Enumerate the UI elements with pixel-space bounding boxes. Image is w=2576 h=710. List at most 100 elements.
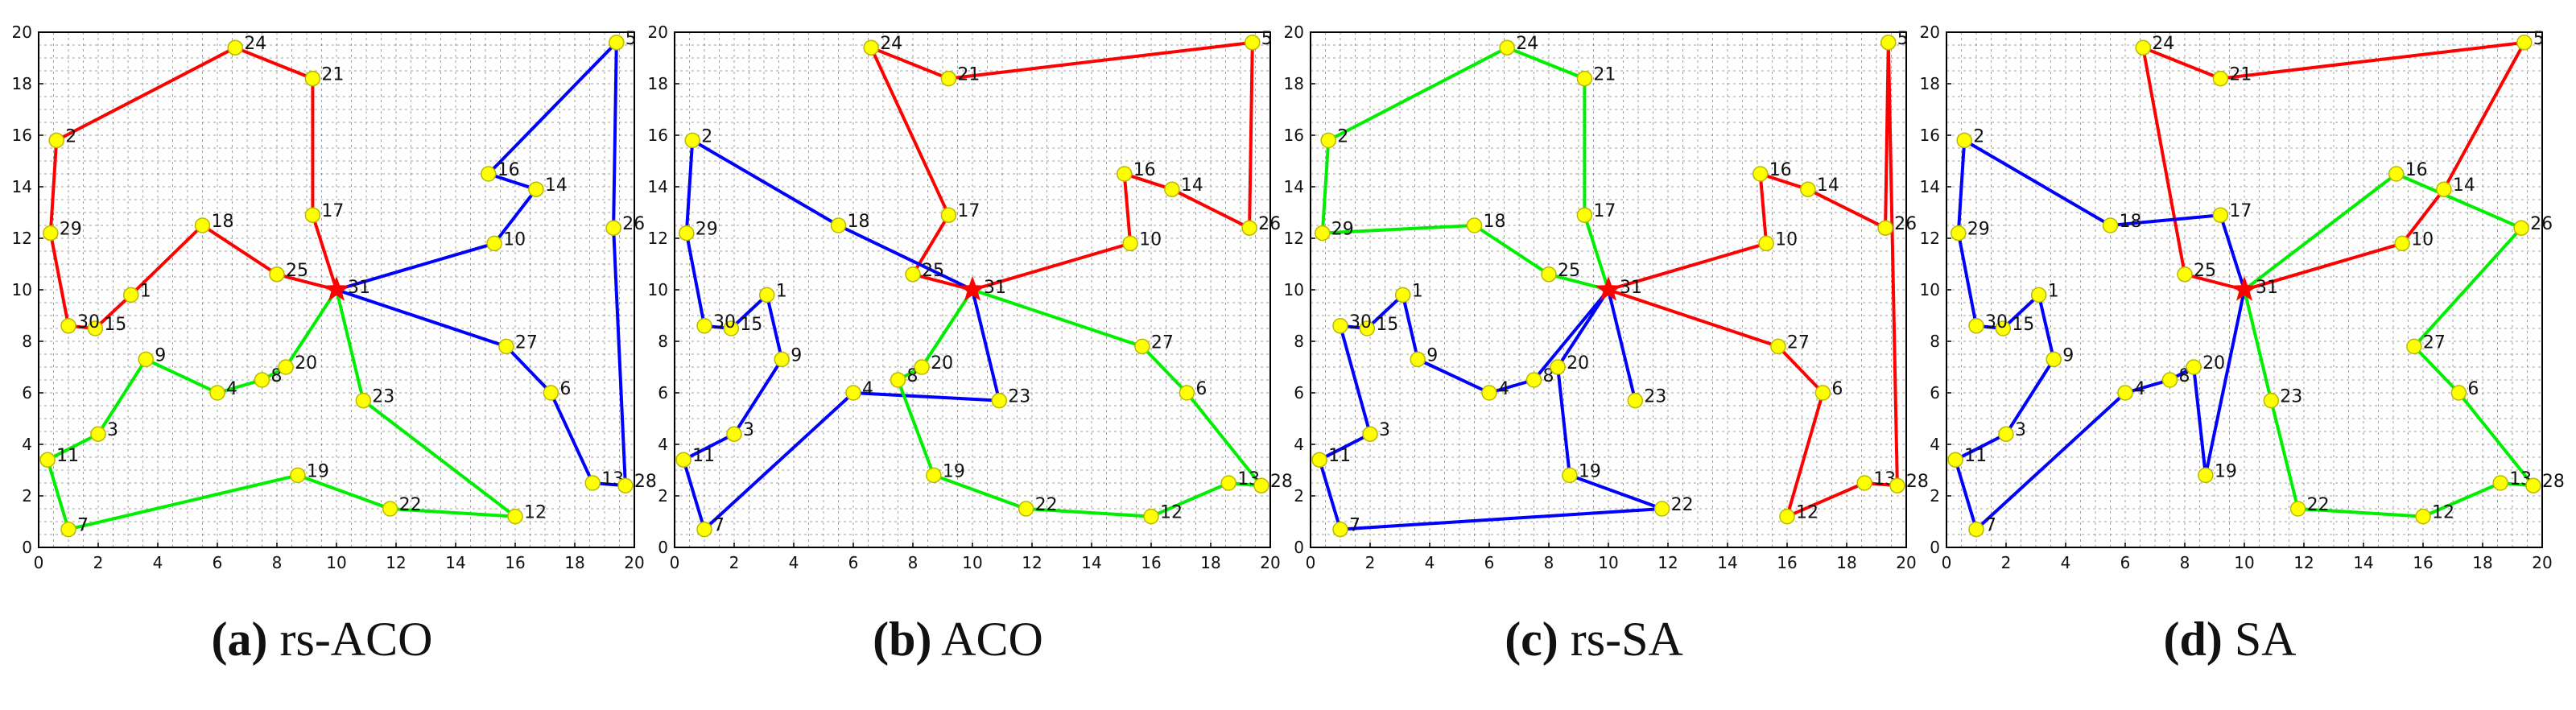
caption-text: ACO bbox=[931, 613, 1043, 666]
node-26 bbox=[605, 220, 621, 236]
panel-a: 0 2 4 6 8 10 12 14 16 18 20 0 2 4 6 8 10 12 14 16 18 20 1 2 3 4 5 6… bbox=[0, 0, 657, 710]
node-17 bbox=[1576, 207, 1593, 223]
route-plot-b: 0 2 4 6 8 10 12 14 16 18 2002468101214161820123456… bbox=[648, 23, 1293, 572]
node-26 bbox=[1241, 220, 1257, 236]
node-25 bbox=[2177, 266, 2193, 283]
x-tick-label: 18 bbox=[2472, 553, 2492, 572]
x-tick-label: 2 bbox=[1365, 553, 1376, 572]
node-label-2: 2 bbox=[65, 126, 76, 147]
node-20 bbox=[2186, 359, 2202, 375]
y-tick-label: 8 bbox=[658, 332, 668, 351]
x-tick-label: 12 bbox=[1657, 553, 1678, 572]
node-22 bbox=[2289, 501, 2306, 517]
node-16 bbox=[2388, 166, 2405, 182]
node-label-7: 7 bbox=[77, 516, 89, 536]
caption-letter: (c) bbox=[1505, 613, 1558, 666]
node-2 bbox=[48, 132, 64, 149]
node-label-28: 28 bbox=[1906, 472, 1929, 492]
node-label-27: 27 bbox=[1151, 332, 1174, 353]
node-4 bbox=[845, 385, 861, 401]
node-12 bbox=[507, 508, 523, 525]
node-20 bbox=[914, 359, 930, 375]
node-9 bbox=[138, 351, 154, 368]
x-tick-label: 6 bbox=[1484, 553, 1495, 572]
node-label-22: 22 bbox=[1671, 495, 1694, 515]
y-tick-label: 20 bbox=[1284, 23, 1304, 42]
node-label-1: 1 bbox=[140, 281, 151, 301]
node-label-4: 4 bbox=[2134, 379, 2145, 399]
node-6 bbox=[543, 385, 559, 401]
x-tick-label: 4 bbox=[2061, 553, 2071, 572]
node-label-11: 11 bbox=[692, 446, 715, 466]
node-30 bbox=[1332, 318, 1348, 334]
x-tick-label: 14 bbox=[2353, 553, 2373, 572]
node-label-23: 23 bbox=[1008, 387, 1030, 407]
y-tick-label: 2 bbox=[658, 486, 668, 506]
node-14 bbox=[1164, 181, 1180, 197]
x-tick-label: 16 bbox=[1777, 553, 1797, 572]
node-29 bbox=[1951, 225, 1967, 241]
node-24 bbox=[227, 39, 243, 56]
node-6 bbox=[2450, 385, 2467, 401]
node-5 bbox=[2516, 35, 2533, 51]
y-tick-label: 0 bbox=[658, 538, 668, 557]
node-label-27: 27 bbox=[515, 332, 538, 353]
y-tick-label: 14 bbox=[648, 177, 668, 196]
x-tick-label: 12 bbox=[1022, 553, 1042, 572]
node-label-2: 2 bbox=[701, 126, 712, 147]
route-green bbox=[2243, 172, 2535, 518]
node-label-1: 1 bbox=[2048, 281, 2059, 301]
y-tick-label: 16 bbox=[1284, 126, 1304, 145]
x-tick-label: 18 bbox=[1200, 553, 1220, 572]
node-label-18: 18 bbox=[1484, 212, 1506, 232]
node-15 bbox=[1995, 320, 2012, 336]
node-28 bbox=[617, 477, 634, 493]
node-15 bbox=[723, 320, 740, 336]
y-tick-label: 0 bbox=[22, 538, 32, 557]
node-label-28: 28 bbox=[634, 472, 657, 492]
x-tick-label: 16 bbox=[1141, 553, 1161, 572]
node-label-6: 6 bbox=[559, 379, 571, 399]
node-label-20: 20 bbox=[931, 353, 953, 374]
node-label-14: 14 bbox=[545, 175, 568, 196]
node-label-19: 19 bbox=[943, 461, 965, 481]
x-tick-label: 2 bbox=[729, 553, 740, 572]
node-24 bbox=[863, 39, 879, 56]
y-tick-label: 10 bbox=[648, 280, 668, 299]
node-23 bbox=[355, 392, 372, 409]
x-tick-label: 2 bbox=[93, 553, 104, 572]
node-22 bbox=[1018, 501, 1034, 517]
x-tick-label: 0 bbox=[1942, 553, 1952, 572]
node-label-21: 21 bbox=[321, 65, 344, 85]
node-17 bbox=[940, 207, 957, 223]
y-tick-label: 4 bbox=[1930, 435, 1940, 454]
node-label-3: 3 bbox=[743, 420, 754, 440]
caption-d: (d) SA bbox=[1908, 612, 2552, 667]
node-label-17: 17 bbox=[957, 201, 980, 221]
node-label-18: 18 bbox=[2120, 212, 2142, 232]
node-label-18: 18 bbox=[848, 212, 870, 232]
node-26 bbox=[2513, 220, 2529, 236]
caption-a: (a) rs-ACO bbox=[0, 612, 644, 667]
x-tick-label: 12 bbox=[2293, 553, 2314, 572]
caption-letter: (d) bbox=[2163, 613, 2223, 666]
node-29 bbox=[679, 225, 695, 241]
node-label-24: 24 bbox=[244, 34, 266, 54]
node-1 bbox=[122, 287, 139, 303]
x-tick-label: 14 bbox=[1717, 553, 1737, 572]
y-tick-label: 14 bbox=[1920, 177, 1940, 196]
y-tick-label: 18 bbox=[1284, 74, 1304, 93]
node-13 bbox=[2492, 475, 2508, 491]
y-tick-label: 2 bbox=[1294, 486, 1304, 506]
node-2 bbox=[1956, 132, 1972, 149]
node-3 bbox=[90, 426, 106, 442]
y-tick-label: 20 bbox=[12, 23, 32, 42]
node-label-5: 5 bbox=[625, 29, 637, 49]
x-tick-label: 0 bbox=[1306, 553, 1316, 572]
node-1 bbox=[1394, 287, 1411, 303]
node-29 bbox=[43, 225, 59, 241]
node-2 bbox=[684, 132, 700, 149]
route-red bbox=[1607, 40, 1899, 518]
node-label-12: 12 bbox=[1796, 503, 1818, 523]
depot-star bbox=[959, 276, 986, 301]
